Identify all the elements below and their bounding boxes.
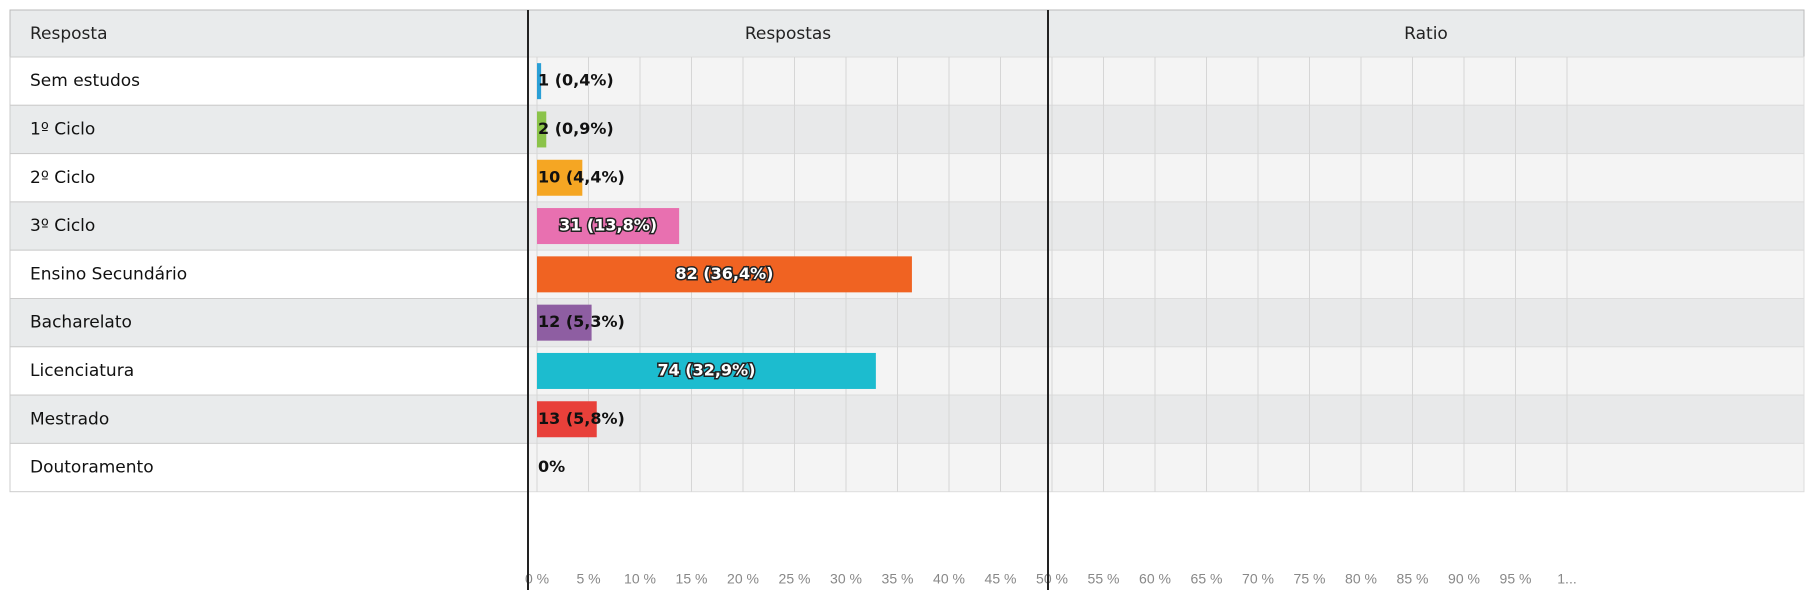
x-tick-label: 10 % — [624, 571, 656, 587]
x-tick-label: 35 % — [882, 571, 914, 587]
x-tick-label: 5 % — [576, 571, 600, 587]
x-tick-label: 60 % — [1139, 571, 1171, 587]
value-label: 10 (4,4%) — [538, 167, 625, 186]
row-label-bg — [9, 394, 529, 444]
value-label: 1 (0,4%) — [538, 71, 614, 90]
value-label: 0% — [538, 457, 565, 476]
header: Ratio — [1404, 24, 1448, 44]
row-label-bg — [9, 201, 529, 251]
x-tick-label: 50 % — [1036, 571, 1068, 587]
x-tick-label: 45 % — [985, 571, 1017, 587]
row-bg — [527, 442, 1805, 493]
x-tick-label: 20 % — [727, 571, 759, 587]
row-label-bg — [9, 153, 529, 203]
bar — [537, 401, 597, 438]
category-label: Sem estudos — [30, 71, 140, 91]
bar — [537, 256, 912, 293]
x-tick-label: 80 % — [1345, 571, 1377, 587]
bar — [537, 63, 542, 100]
value-label: 2 (0,9%) — [538, 119, 614, 138]
category-label: Doutoramento — [30, 458, 154, 478]
value-label: 31 (13,8%) — [559, 216, 657, 235]
category-label: Mestrado — [30, 409, 109, 429]
x-tick-label: 85 % — [1397, 571, 1429, 587]
category-label: 3º Ciclo — [30, 216, 95, 236]
x-tick-label: 30 % — [830, 571, 862, 587]
row-label-bg — [9, 346, 529, 396]
header-bg — [9, 9, 1805, 58]
header: Respostas — [745, 24, 831, 44]
bar — [537, 208, 680, 245]
value-label: 82 (36,4%) — [675, 264, 773, 283]
row-label-bg — [9, 249, 529, 299]
row-bg — [527, 153, 1805, 203]
x-tick-label: 55 % — [1088, 571, 1120, 587]
value-label: 74 (32,9%) — [657, 360, 755, 379]
x-tick-label: 0 % — [525, 571, 549, 587]
category-label: 1º Ciclo — [30, 119, 95, 139]
x-tick-label: 70 % — [1242, 571, 1274, 587]
category-label: Licenciatura — [30, 361, 134, 381]
row-bg — [527, 201, 1805, 251]
row-bg — [527, 394, 1805, 444]
x-tick-label: 75 % — [1294, 571, 1326, 587]
header: Resposta — [30, 24, 108, 44]
x-tick-label: 95 % — [1500, 571, 1532, 587]
row-bg — [527, 298, 1805, 348]
value-label: 13 (5,8%) — [538, 409, 625, 428]
row-bg — [527, 104, 1805, 155]
x-tick-label: 1... — [1557, 571, 1576, 587]
value-label: 12 (5,3%) — [538, 312, 625, 331]
bar — [537, 352, 876, 389]
bar — [537, 304, 592, 341]
x-tick-label: 65 % — [1191, 571, 1223, 587]
x-tick-label: 40 % — [933, 571, 965, 587]
bar — [537, 111, 547, 148]
x-tick-label: 15 % — [676, 571, 708, 587]
bar — [537, 159, 583, 196]
category-label: Bacharelato — [30, 313, 132, 333]
category-label: Ensino Secundário — [30, 264, 187, 284]
x-tick-label: 25 % — [779, 571, 811, 587]
row-label-bg — [9, 104, 529, 155]
row-bg — [527, 56, 1805, 106]
category-label: 2º Ciclo — [30, 168, 95, 188]
x-tick-label: 90 % — [1448, 571, 1480, 587]
row-label-bg — [9, 56, 529, 106]
